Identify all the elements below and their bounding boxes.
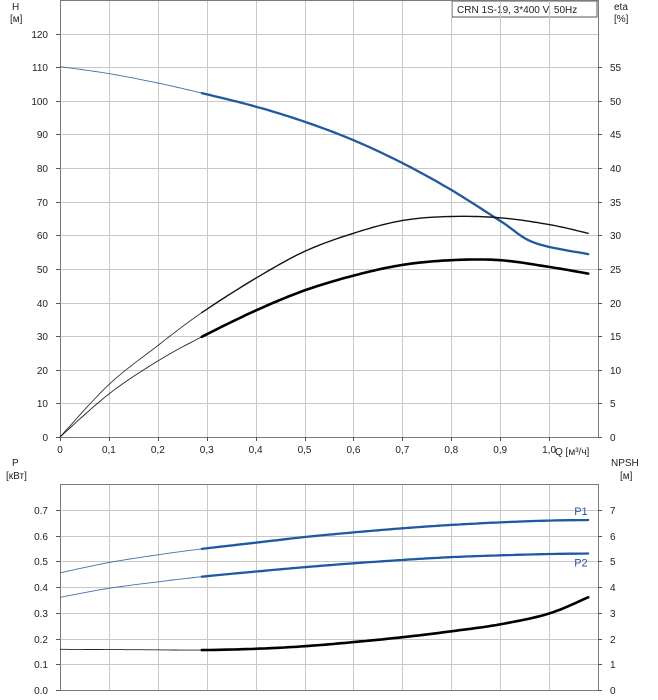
bottom-left-tick-label: 0.2 (34, 635, 48, 646)
bottom-left-tick-label: 0.3 (34, 609, 48, 620)
top-right-tick-label: 0 (610, 433, 616, 444)
bottom-left-tick-label: 0.0 (34, 686, 48, 697)
bottom-curve-p1-extrapolated (59, 548, 202, 574)
x-tick-label: 0,2 (151, 445, 165, 456)
x-tick-label: 0,8 (444, 445, 458, 456)
top-right-tick-label: 10 (610, 366, 622, 377)
top-left-tick-label: 120 (31, 30, 48, 41)
bottom-left-tick-label: 0.5 (34, 557, 48, 568)
bottom-right-tick-label: 6 (610, 532, 616, 543)
top-curve-1-extrapolated (59, 66, 202, 94)
top-right-axis-unit: [%] (614, 14, 629, 25)
grid-layer (60, 0, 599, 691)
bottom-right-axis-unit: [м] (620, 471, 633, 482)
top-left-tick-label: 60 (37, 231, 49, 242)
top-left-axis-unit: [м] (10, 14, 23, 25)
top-left-tick-label: 10 (37, 399, 49, 410)
x-tick-label: 0,1 (102, 445, 116, 456)
bottom-left-tick-label: 0.6 (34, 532, 48, 543)
top-left-tick-label: 0 (42, 433, 48, 444)
ticks-layer: 0102030405060708090100110120051015202530… (31, 30, 621, 697)
x-tick-label: 0 (57, 445, 63, 456)
bottom-right-tick-label: 5 (610, 557, 616, 568)
top-left-tick-label: 110 (32, 63, 48, 74)
top-plot-frame (60, 0, 599, 438)
x-tick-label: 0,4 (249, 445, 263, 456)
top-left-tick-label: 40 (37, 299, 49, 310)
top-left-tick-label: 70 (37, 198, 49, 209)
bottom-curve-p2 (200, 552, 590, 578)
top-right-tick-label: 35 (610, 198, 622, 209)
top-right-tick-label: 55 (610, 63, 622, 74)
top-right-tick-label: 30 (610, 231, 622, 242)
bottom-right-tick-label: 3 (610, 609, 616, 620)
bottom-right-tick-label: 4 (610, 583, 616, 594)
top-right-tick-label: 40 (610, 164, 622, 175)
pump-model-label: CRN 1S-19, 3*400 V, 50Hz (457, 5, 577, 16)
top-left-tick-label: 30 (37, 332, 49, 343)
top-right-tick-label: 20 (610, 299, 622, 310)
bottom-left-tick-label: 0.1 (34, 660, 48, 671)
bottom-right-axis-title: NPSH (611, 458, 639, 469)
top-left-tick-label: 90 (37, 130, 49, 141)
top-curve-3 (200, 258, 590, 339)
x-tick-label: 0,6 (347, 445, 361, 456)
bottom-right-tick-label: 0 (610, 686, 616, 697)
x-tick-label: 0,9 (493, 445, 507, 456)
top-curve-2 (201, 215, 589, 314)
bottom-left-tick-label: 0.7 (34, 506, 48, 517)
top-curve-3-extrapolated (59, 336, 203, 438)
top-left-axis-title: H (12, 2, 19, 13)
top-left-tick-label: 80 (37, 164, 49, 175)
top-right-axis-title: eta (614, 2, 628, 13)
bottom-right-tick-label: 2 (610, 635, 616, 646)
bottom-left-axis-unit: [кВт] (6, 471, 27, 482)
top-right-tick-label: 15 (610, 332, 622, 343)
bottom-left-tick-label: 0.4 (34, 583, 48, 594)
bottom-curve-p2-extrapolated (59, 576, 202, 598)
bottom-right-tick-label: 1 (610, 660, 616, 671)
top-curve-2-extrapolated (59, 312, 203, 438)
top-right-tick-label: 5 (610, 399, 616, 410)
top-curve-1 (200, 91, 590, 256)
bottom-curve-p1 (200, 518, 590, 551)
bottom-curve-3-extrapolated (60, 648, 202, 651)
series-label-p1: P1 (574, 506, 587, 518)
top-right-tick-label: 45 (610, 130, 622, 141)
bottom-left-axis-title: P (12, 458, 19, 469)
x-tick-label: 1,0 (542, 445, 556, 456)
top-left-tick-label: 100 (31, 97, 48, 108)
curves-layer: P1 P2 (59, 66, 590, 652)
top-left-tick-label: 50 (37, 265, 49, 276)
x-axis-label: Q [м³/ч] (555, 447, 590, 458)
x-tick-label: 0,3 (200, 445, 214, 456)
series-label-p2: P2 (574, 558, 587, 570)
bottom-curve-3 (200, 596, 590, 652)
x-tick-label: 0,5 (298, 445, 312, 456)
top-right-tick-label: 50 (610, 97, 622, 108)
x-tick-label: 0,7 (395, 445, 409, 456)
top-left-tick-label: 20 (37, 366, 49, 377)
top-right-tick-label: 25 (610, 265, 622, 276)
bottom-right-tick-label: 7 (610, 506, 616, 517)
